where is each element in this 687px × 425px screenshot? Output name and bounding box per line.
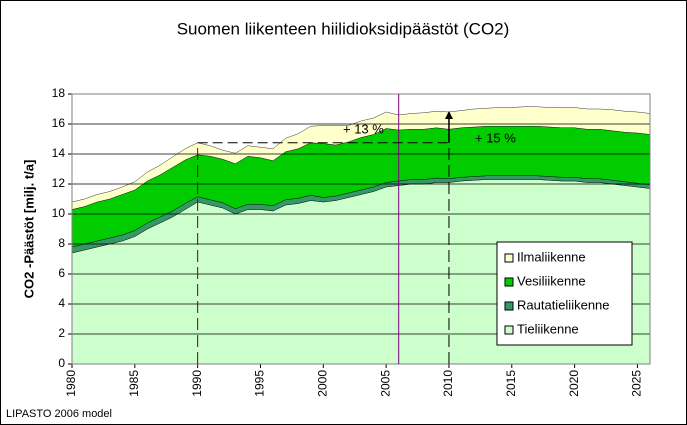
y-tick-label: 0 (58, 356, 65, 370)
plot-border (71, 93, 651, 365)
legend-swatch (504, 277, 514, 287)
x-tick-label: 2010 (441, 370, 455, 397)
y-tick-label: 8 (58, 236, 65, 250)
y-tick-label: 4 (58, 296, 65, 310)
x-tick-label: 2000 (315, 370, 329, 397)
x-tick-label: 2025 (630, 370, 644, 397)
x-tick-label: 2015 (504, 370, 518, 397)
y-tick-label: 14 (52, 146, 66, 160)
x-tick-label: 1995 (253, 370, 267, 397)
legend-label: Vesiliikenne (517, 273, 586, 288)
arrow-head (444, 111, 453, 119)
y-tick-label: 2 (58, 326, 65, 340)
legend-swatch (504, 325, 514, 335)
x-tick-label: 2020 (567, 370, 581, 397)
legend-swatch (504, 301, 514, 311)
y-tick-label: 12 (52, 176, 66, 190)
x-tick-label: 2005 (378, 370, 392, 397)
legend-box (496, 241, 633, 346)
y-axis-label: CO2 -Päästöt [milj. t/a] (21, 160, 36, 299)
x-tick-label: 1980 (64, 370, 78, 397)
legend-label: Ilmaliikenne (517, 249, 586, 264)
legend: Ilmaliikenne Vesiliikenne Rautatieliikenne… (496, 241, 633, 346)
x-tick-label: 1990 (190, 370, 204, 397)
y-tick-label: 10 (52, 206, 66, 220)
annotation: + 15 % (475, 130, 516, 145)
annotation: + 13 % (343, 121, 384, 136)
legend-label: Rautatieliikenne (517, 297, 610, 312)
legend-label: Tieliikenne (517, 321, 579, 336)
chart-title: Suomen liikenteen hiilidioksidipäästöt (… (177, 19, 510, 38)
legend-swatch (504, 253, 514, 263)
x-tick-label: 1985 (127, 370, 141, 397)
y-tick-label: 6 (58, 266, 65, 280)
source-note: LIPASTO 2006 model (6, 408, 112, 420)
y-tick-label: 16 (52, 116, 66, 130)
y-tick-label: 18 (52, 86, 66, 100)
